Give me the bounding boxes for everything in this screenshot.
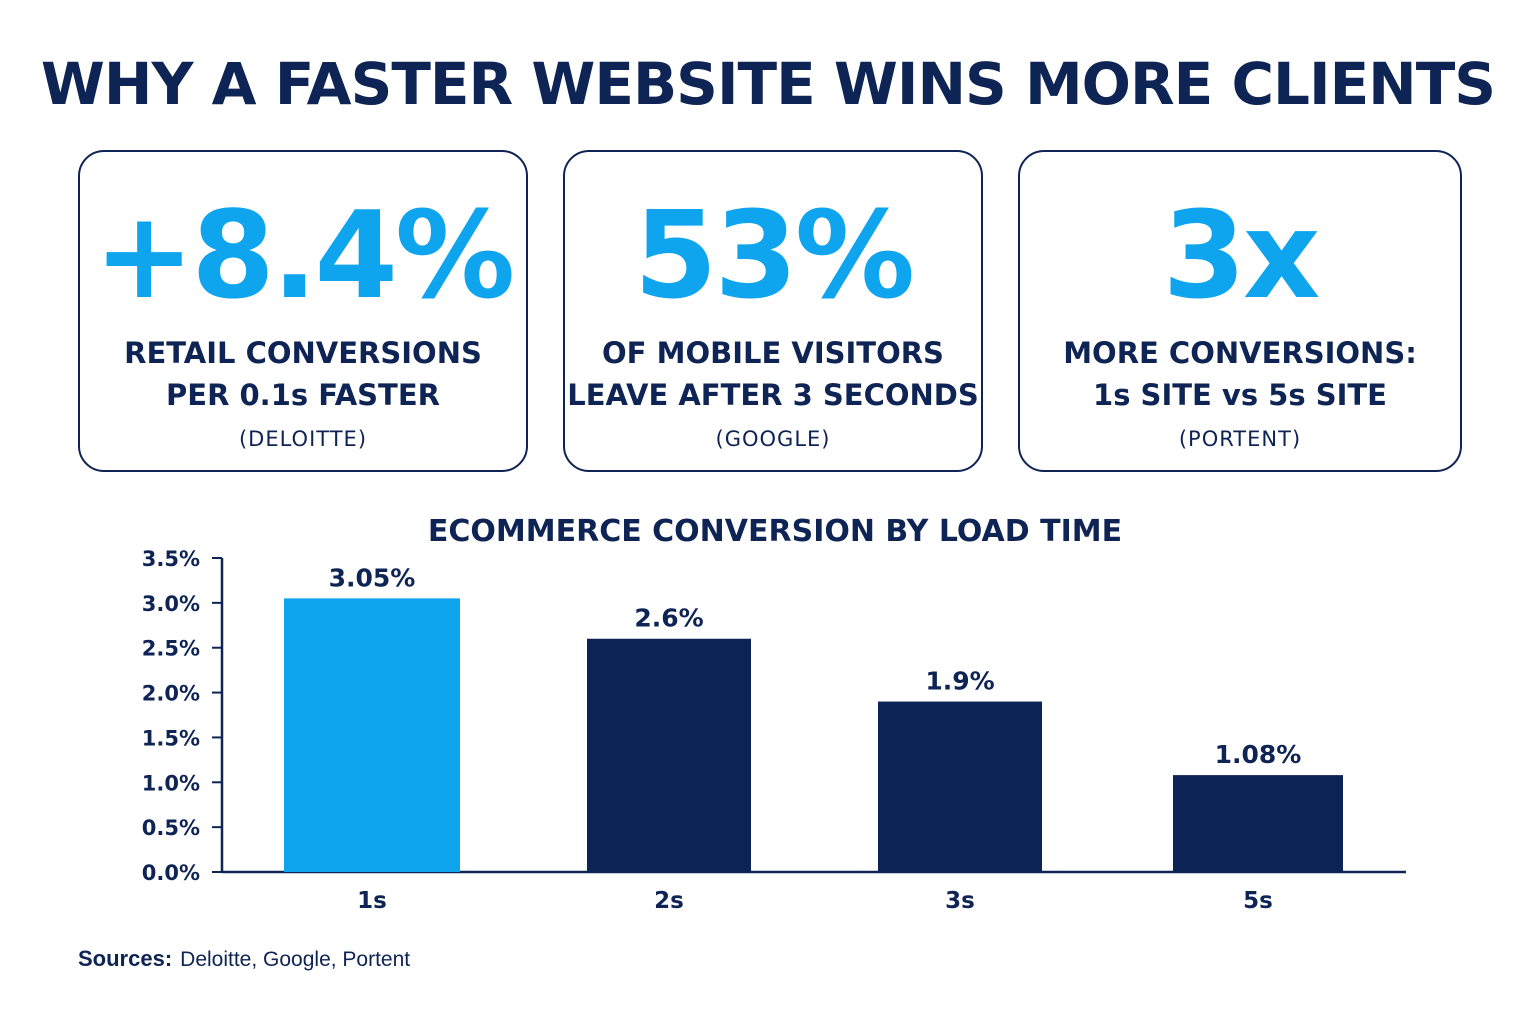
- bar-3s: [878, 701, 1042, 872]
- stat-description-line-2: LEAVE AFTER 3 SECONDS: [567, 378, 979, 412]
- bar-1s: [284, 598, 460, 872]
- stat-source: (PORTENT): [1178, 427, 1302, 451]
- sources-footer: Sources: Deloitte, Google, Portent: [78, 944, 410, 975]
- bar-value-label: 2.6%: [634, 604, 703, 633]
- x-tick-label: 5s: [1243, 888, 1273, 914]
- y-tick-label: 0.0%: [142, 861, 200, 885]
- y-tick-label: 3.0%: [142, 592, 200, 616]
- bar-2s: [587, 638, 751, 872]
- stat-source: (GOOGLE): [715, 427, 831, 451]
- x-tick-label: 1s: [357, 888, 387, 914]
- sources-label: Sources:: [78, 946, 173, 971]
- stat-value: +8.4%: [93, 187, 515, 326]
- stat-description: OF MOBILE VISITORS LEAVE AFTER 3 SECONDS: [565, 332, 981, 416]
- page-title: WHY A FASTER WEBSITE WINS MORE CLIENTS: [40, 50, 1496, 118]
- bar-5s: [1173, 775, 1343, 872]
- stat-description-line-1: MORE CONVERSIONS:: [1063, 336, 1417, 370]
- x-tick-label: 3s: [945, 888, 975, 914]
- y-tick-label: 3.5%: [142, 547, 200, 571]
- stat-source: (DELOITTE): [238, 427, 368, 451]
- stat-card-deloitte: +8.4% RETAIL CONVERSIONS PER 0.1s FASTER…: [78, 150, 528, 472]
- stat-value: 3x: [1162, 187, 1321, 326]
- chart-title: ECOMMERCE CONVERSION BY LOAD TIME: [427, 514, 1123, 549]
- stat-description-line-1: RETAIL CONVERSIONS: [124, 336, 482, 370]
- sources-text: Deloitte, Google, Portent: [180, 948, 411, 971]
- bar-value-label: 3.05%: [329, 563, 416, 592]
- y-tick-label: 1.5%: [142, 726, 200, 750]
- y-tick-label: 2.0%: [142, 682, 200, 706]
- stat-description-line-2: PER 0.1s FASTER: [166, 378, 440, 412]
- stat-description-line-1: OF MOBILE VISITORS: [602, 336, 944, 370]
- bar-value-label: 1.08%: [1215, 740, 1302, 769]
- stat-description-line-2: 1s SITE vs 5s SITE: [1093, 378, 1387, 412]
- y-tick-label: 0.5%: [142, 816, 200, 840]
- bar-value-label: 1.9%: [925, 667, 994, 696]
- stat-card-portent: 3x MORE CONVERSIONS: 1s SITE vs 5s SITE …: [1018, 150, 1462, 472]
- stat-card-google: 53% OF MOBILE VISITORS LEAVE AFTER 3 SEC…: [563, 150, 983, 472]
- stat-description: RETAIL CONVERSIONS PER 0.1s FASTER: [80, 332, 526, 416]
- stat-value: 53%: [633, 187, 915, 326]
- stat-description: MORE CONVERSIONS: 1s SITE vs 5s SITE: [1020, 332, 1460, 416]
- y-tick-label: 1.0%: [142, 771, 200, 795]
- y-tick-label: 2.5%: [142, 637, 200, 661]
- x-tick-label: 2s: [654, 888, 684, 914]
